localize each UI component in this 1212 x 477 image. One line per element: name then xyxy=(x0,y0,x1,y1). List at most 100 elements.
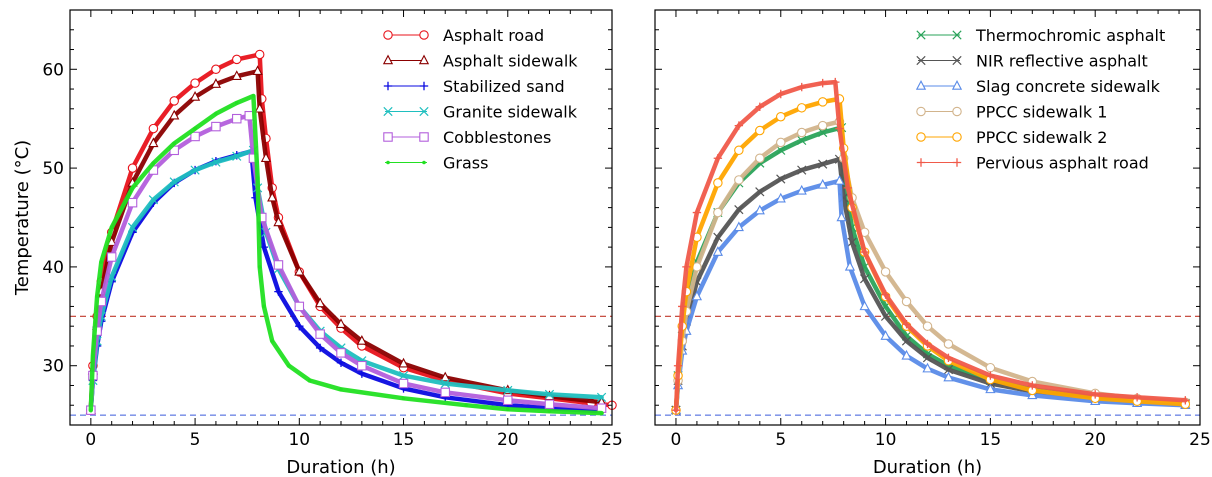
data-point xyxy=(818,159,828,169)
x-tick-label: 15 xyxy=(980,430,1002,450)
data-point xyxy=(943,365,954,375)
data-point xyxy=(270,339,275,343)
legend-label: Cobblestones xyxy=(443,128,551,147)
data-point xyxy=(295,321,304,331)
chart-panel-1: 0 5 10 15 20 25 30 40 50 60 Duration (h) Temperatur… xyxy=(12,9,623,477)
data-point xyxy=(234,101,239,105)
data-point xyxy=(599,411,604,415)
data-point xyxy=(733,221,744,232)
data-point xyxy=(734,204,744,215)
data-point xyxy=(922,353,933,363)
data-point xyxy=(503,385,513,396)
data-point xyxy=(713,232,723,242)
data-point xyxy=(713,207,723,218)
data-point xyxy=(339,387,343,392)
data-point xyxy=(210,78,222,88)
legend-marker xyxy=(952,132,962,142)
data-point xyxy=(315,297,326,308)
data-point xyxy=(505,407,510,411)
data-point xyxy=(776,145,786,155)
data-point xyxy=(859,274,870,284)
data-point xyxy=(401,396,406,401)
legend-marker xyxy=(952,106,962,117)
series-nir-reflective-asphalt xyxy=(671,154,1190,415)
legend-entry: Grass xyxy=(385,154,488,173)
data-point xyxy=(127,197,138,208)
y-tick-label: 30 xyxy=(42,357,64,377)
legend-marker xyxy=(916,132,926,142)
y-tick-label: 40 xyxy=(42,258,64,278)
data-point xyxy=(943,371,954,382)
legend-marker xyxy=(915,80,927,90)
data-point xyxy=(169,177,179,187)
data-point xyxy=(755,187,765,197)
data-point xyxy=(713,154,723,163)
legend-marker xyxy=(916,106,926,117)
x-tick-label: 10 xyxy=(288,430,310,450)
legend-label: Grass xyxy=(443,154,488,173)
data-point xyxy=(503,395,513,406)
data-point xyxy=(776,137,786,148)
data-point xyxy=(336,358,346,367)
data-point xyxy=(843,183,853,193)
data-point xyxy=(835,124,844,133)
legend-marker xyxy=(383,106,393,117)
legend-entry: PPCC sidewalk 1 xyxy=(916,103,1107,122)
legend-marker xyxy=(382,54,394,65)
data-point xyxy=(818,127,828,138)
data-point xyxy=(91,354,95,358)
data-point xyxy=(902,320,911,329)
data-point xyxy=(755,153,765,163)
legend-label: Granite sidewalk xyxy=(443,103,578,122)
legend-marker xyxy=(916,158,926,167)
series-slag-concrete-sidewalk xyxy=(670,174,1191,414)
legend-marker xyxy=(419,81,429,91)
data-point xyxy=(544,389,555,399)
data-point xyxy=(231,70,242,80)
data-point xyxy=(172,141,177,146)
data-point xyxy=(357,369,367,378)
data-point xyxy=(130,186,135,190)
data-point xyxy=(986,371,995,380)
data-point xyxy=(943,339,954,349)
legend-label: Pervious asphalt road xyxy=(976,154,1149,173)
data-point xyxy=(776,89,785,99)
y-tick-label: 60 xyxy=(42,60,64,80)
data-point xyxy=(99,260,104,264)
data-point xyxy=(754,204,765,215)
data-point xyxy=(880,267,891,277)
legend-entry: Pervious asphalt road xyxy=(916,154,1149,173)
data-point xyxy=(151,161,156,165)
y-axis-label: Temperature (°C) xyxy=(12,140,33,296)
data-point xyxy=(254,49,265,60)
chart-panel-2: 0 5 10 15 20 25 Duration (h) Thermochromic asph… xyxy=(654,9,1211,477)
data-point xyxy=(775,192,786,203)
data-point xyxy=(315,329,325,339)
data-point xyxy=(880,311,891,321)
legend-marker xyxy=(916,30,926,40)
x-tick-label: 15 xyxy=(393,430,415,450)
legend-entry: Cobblestones xyxy=(383,128,551,147)
data-point xyxy=(834,174,845,185)
data-point xyxy=(189,90,201,101)
legend-label: Slag concrete sidewalk xyxy=(976,77,1161,96)
data-point xyxy=(755,125,765,136)
x-tick-label: 0 xyxy=(671,430,682,450)
legend-entry: Slag concrete sidewalk xyxy=(915,77,1161,96)
series-line xyxy=(673,96,1188,413)
data-point xyxy=(596,392,607,402)
data-point xyxy=(440,371,451,382)
data-point xyxy=(214,111,218,116)
data-point xyxy=(817,178,828,189)
legend: Asphalt road Asphalt sidewalk Stabilized s… xyxy=(382,26,578,173)
data-point xyxy=(671,405,681,415)
data-point xyxy=(398,378,409,389)
x-tick-label: 20 xyxy=(497,430,519,450)
data-point xyxy=(796,184,807,195)
data-point xyxy=(211,157,221,167)
data-point xyxy=(847,237,857,247)
data-point xyxy=(398,357,409,368)
data-point xyxy=(294,301,305,312)
legend-entry: Asphalt road xyxy=(383,26,544,45)
